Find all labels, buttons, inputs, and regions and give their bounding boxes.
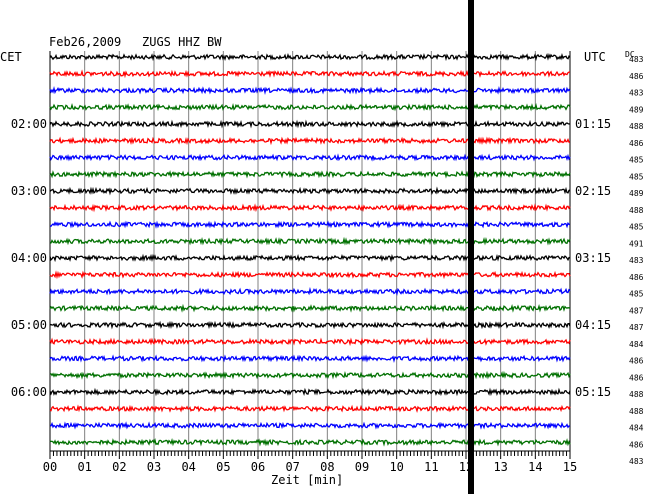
seismic-trace (49, 203, 571, 213)
right-time-label: 02:15 (575, 184, 611, 198)
x-tick-label: 07 (285, 460, 299, 474)
x-tick-label: 01 (77, 460, 91, 474)
dc-value: 486 (629, 273, 644, 282)
seismic-trace (49, 303, 571, 313)
dc-value: 483 (629, 89, 644, 98)
seismic-trace (49, 186, 571, 196)
dc-value: 488 (629, 122, 644, 131)
dc-value: 485 (629, 172, 644, 181)
seismic-trace (49, 404, 571, 413)
seismic-trace (49, 52, 571, 62)
x-tick-label: 02 (112, 460, 126, 474)
right-time-label: 05:15 (575, 385, 611, 399)
x-tick-label: 11 (424, 460, 438, 474)
dc-value: 489 (629, 189, 644, 198)
x-tick-label: 15 (563, 460, 577, 474)
dc-value: 485 (629, 290, 644, 299)
dc-value: 486 (629, 357, 644, 366)
seismic-trace (49, 119, 571, 129)
seismic-trace (49, 102, 571, 112)
x-axis-label: Zeit [min] (271, 473, 343, 487)
dc-value: 491 (629, 239, 644, 248)
seismic-trace (49, 153, 571, 162)
seismic-trace (49, 320, 571, 330)
x-tick-label: 10 (389, 460, 403, 474)
dc-value: 489 (629, 105, 644, 114)
dc-value: 483 (629, 457, 644, 466)
left-time-label: 03:00 (11, 184, 47, 198)
event-band (468, 0, 474, 494)
left-time-labels: 02:00 03:00 04:00 05:00 06:00 (11, 117, 47, 399)
seismic-trace (49, 438, 571, 447)
x-tick-label: 14 (528, 460, 542, 474)
x-tick-label: 13 (493, 460, 507, 474)
dc-label: DC (625, 50, 635, 59)
seismic-trace (49, 354, 571, 364)
seismic-trace (49, 253, 571, 263)
dc-value: 485 (629, 156, 644, 165)
seismic-trace (49, 370, 571, 380)
seismic-trace (49, 421, 571, 430)
dc-value: 486 (629, 373, 644, 382)
right-time-label: 03:15 (575, 251, 611, 265)
x-tick-label: 09 (355, 460, 369, 474)
seismic-trace (49, 136, 571, 146)
trace-group (49, 52, 571, 447)
seismic-trace (49, 170, 571, 179)
dc-value: 484 (629, 340, 644, 349)
left-time-label: 02:00 (11, 117, 47, 131)
seismic-trace (49, 286, 571, 296)
dc-values: 483 486 483 489 488 486 485 485 489 488 485 491 483 4… (629, 55, 644, 466)
x-tick-label: 03 (147, 460, 161, 474)
right-time-labels: 01:15 02:15 03:15 04:15 05:15 (575, 117, 611, 399)
seismic-trace (50, 220, 571, 229)
x-tick-label: 00 (43, 460, 57, 474)
x-tick-label: 04 (181, 460, 195, 474)
event-band-stripe (468, 0, 474, 494)
header-station: ZUGS HHZ BW (142, 35, 222, 49)
seismic-trace (49, 69, 571, 79)
left-zone-label: CET (0, 50, 22, 64)
x-tick-label: 06 (251, 460, 265, 474)
dc-value: 487 (629, 323, 644, 332)
dc-value: 488 (629, 407, 644, 416)
dc-value: 488 (629, 390, 644, 399)
seismic-trace (49, 85, 571, 95)
dc-value: 483 (629, 256, 644, 265)
seismic-trace (49, 337, 571, 347)
grid-lines (49, 51, 571, 451)
dc-value: 485 (629, 223, 644, 232)
x-tick-label: 05 (216, 460, 230, 474)
dc-value: 486 (629, 139, 644, 148)
dc-value: 486 (629, 72, 644, 81)
x-axis: 00 01 02 03 04 05 06 07 08 09 10 11 12 13 14 15 (43, 450, 577, 474)
left-time-label: 06:00 (11, 385, 47, 399)
seismic-trace (49, 270, 571, 280)
dc-value: 487 (629, 306, 644, 315)
dc-value: 484 (629, 424, 644, 433)
right-time-label: 04:15 (575, 318, 611, 332)
dc-value: 483 (629, 55, 644, 64)
left-time-label: 04:00 (11, 251, 47, 265)
left-time-label: 05:00 (11, 318, 47, 332)
right-time-label: 01:15 (575, 117, 611, 131)
seismic-trace (49, 387, 571, 397)
right-zone-label: UTC (584, 50, 606, 64)
dc-value: 488 (629, 206, 644, 215)
header-date: Feb26,2009 (49, 35, 121, 49)
seismic-trace (49, 236, 571, 246)
x-tick-label: 08 (320, 460, 334, 474)
x-tick-label: 12 (459, 460, 473, 474)
dc-value: 486 (629, 440, 644, 449)
